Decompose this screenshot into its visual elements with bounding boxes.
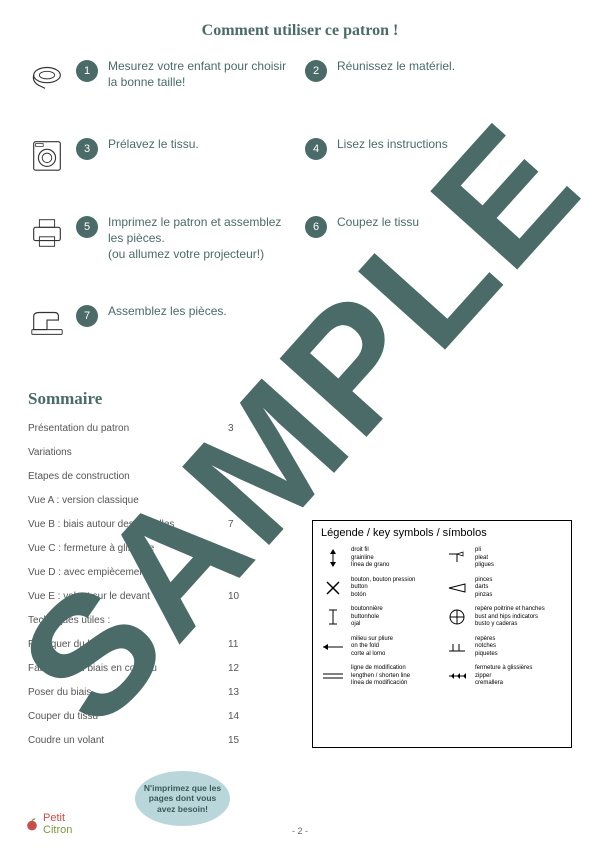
brand-logo: PetitCitron	[24, 812, 72, 836]
step-text: Imprimez le patron et assemblez les pièc…	[108, 214, 295, 263]
step-text: Assemblez les pièces.	[108, 303, 227, 319]
step-number: 3	[76, 138, 98, 160]
page-title: Comment utiliser ce patron !	[0, 0, 600, 58]
step-1: 1 Mesurez votre enfant pour choisir la b…	[28, 58, 295, 96]
modline-icon	[321, 666, 345, 686]
apple-icon	[24, 816, 40, 832]
toc-row: Etapes de construction	[28, 471, 572, 482]
step-number: 5	[76, 216, 98, 238]
step-text: Mesurez votre enfant pour choisir la bon…	[108, 58, 295, 90]
toc-row: Vue A : version classique6	[28, 495, 572, 506]
washing-machine-icon	[28, 136, 66, 174]
fold-icon	[321, 637, 345, 657]
step-number: 7	[76, 305, 98, 327]
step-text: Coupez le tissu	[337, 214, 419, 230]
darts-icon	[445, 578, 469, 598]
step-text: Prélavez le tissu.	[108, 136, 199, 152]
legend-item: boutonnière buttonhole ojal	[321, 606, 439, 629]
legend-item: bouton, bouton pression button botón	[321, 577, 439, 600]
note-bubble: N'imprimez que les pages dont vous avez …	[135, 771, 230, 826]
step-2: 2 Réunissez le matériel.	[305, 58, 572, 96]
toc-row: Présentation du patron3	[28, 423, 572, 434]
printer-icon	[28, 214, 66, 252]
notches-icon	[445, 637, 469, 657]
step-7: 7 Assemblez les pièces.	[28, 303, 295, 341]
legend-item: pli pleat pligues	[445, 547, 563, 570]
legend-item: repères notches piquetes	[445, 636, 563, 659]
legend-item: repère poitrine et hanches bust and hips…	[445, 606, 563, 629]
legend-title: Légende / key symbols / símbolos	[321, 527, 563, 539]
legend-item: fermeture à glissières zipper cremallera	[445, 665, 563, 688]
tape-measure-icon	[28, 58, 66, 96]
step-number: 2	[305, 60, 327, 82]
step-text: Réunissez le matériel.	[337, 58, 455, 74]
pleat-icon	[445, 548, 469, 568]
step-6: 6 Coupez le tissu	[305, 214, 572, 263]
steps-section: 1 Mesurez votre enfant pour choisir la b…	[0, 58, 600, 341]
legend-item: pinces darts pinzas	[445, 577, 563, 600]
sommaire-title: Sommaire	[0, 381, 600, 423]
sewing-machine-icon	[28, 303, 66, 341]
indicator-icon	[445, 607, 469, 627]
step-number: 4	[305, 138, 327, 160]
step-5: 5 Imprimez le patron et assemblez les pi…	[28, 214, 295, 263]
buttonhole-icon	[321, 607, 345, 627]
grainline-icon	[321, 548, 345, 568]
step-3: 3 Prélavez le tissu.	[28, 136, 295, 174]
step-number: 1	[76, 60, 98, 82]
button-icon	[321, 578, 345, 598]
zipper-icon	[445, 666, 469, 686]
legend-item: ligne de modification lengthen / shorten…	[321, 665, 439, 688]
step-4: 4 Lisez les instructions	[305, 136, 572, 174]
toc-row: Variations	[28, 447, 572, 458]
step-number: 6	[305, 216, 327, 238]
legend-item: milieu sur pliure on the fold corte al l…	[321, 636, 439, 659]
page-number: - 2 -	[292, 826, 308, 836]
step-text: Lisez les instructions	[337, 136, 448, 152]
legend-item: droit fil grainline línea de grano	[321, 547, 439, 570]
legend-box: Légende / key symbols / símbolos droit f…	[312, 520, 572, 748]
